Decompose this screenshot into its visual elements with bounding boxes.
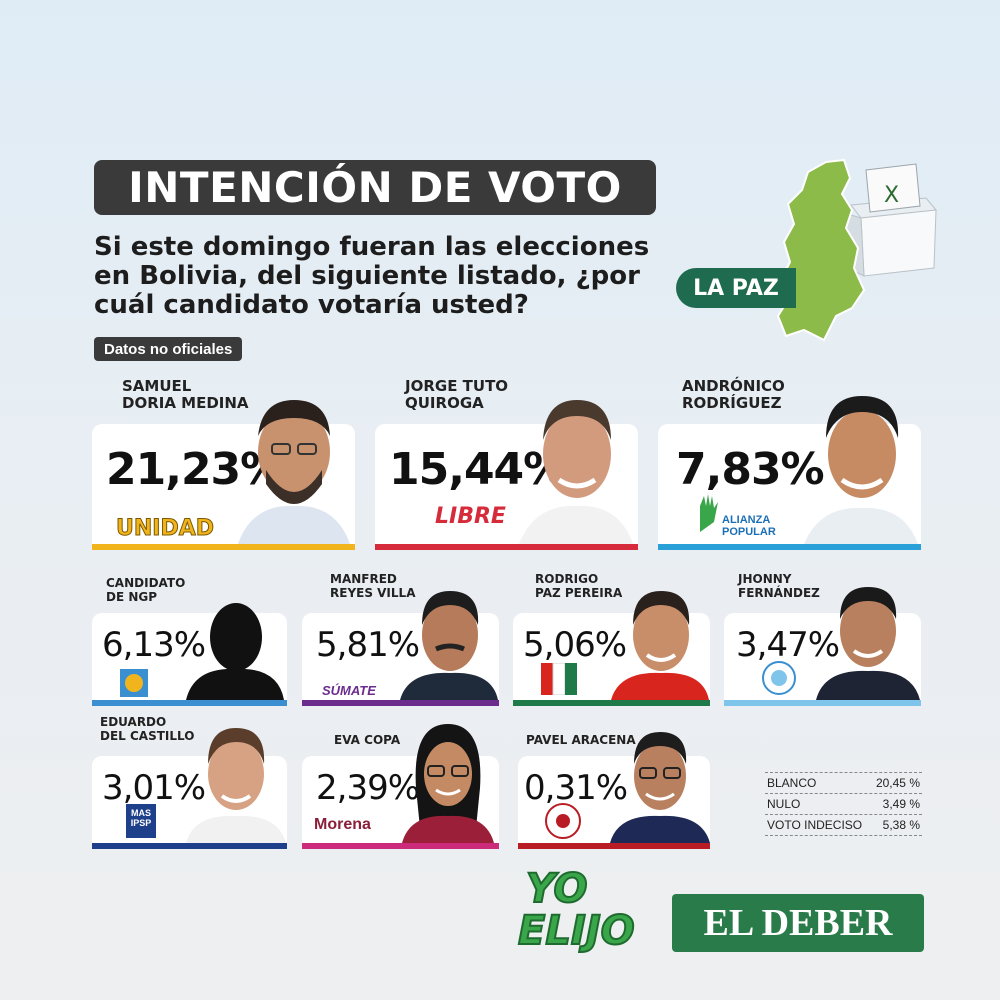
el-deber-logo: EL DEBER (672, 894, 924, 952)
party-color-bar (513, 700, 710, 706)
party-logo-morena: Morena (314, 816, 371, 833)
party-color-bar (302, 843, 499, 849)
candidate-first-name: MANFRED (330, 572, 397, 586)
party-color-bar (92, 700, 287, 706)
party-logo-libre: LIBRE (435, 504, 506, 529)
region-label: LA PAZ (676, 268, 796, 308)
other-result-row: VOTO INDECISO 5,38 % (765, 815, 922, 836)
party-color-bar (375, 544, 638, 550)
candidate-card: JORGE TUTO QUIROGA 15,44% LIBRE (375, 377, 638, 551)
candidate-portrait (400, 591, 498, 700)
candidate-first-name: EDUARDO (100, 715, 167, 729)
candidate-portrait (238, 400, 350, 544)
candidate-percent: 5,06% (523, 625, 627, 665)
candidate-last-name: DEL CASTILLO (100, 728, 195, 743)
candidate-card: ANDRÓNICO RODRÍGUEZ 7,83% ALIANZA POPULA… (658, 377, 921, 551)
candidate-portrait (611, 591, 709, 700)
candidate-first-name: RODRIGO (535, 572, 599, 586)
candidate-last-name: FERNÁNDEZ (738, 585, 820, 600)
candidate-card: RODRIGO PAZ PEREIRA 5,06% (513, 572, 710, 706)
pdc-logo-icon (541, 663, 577, 695)
candidate-percent: 5,81% (316, 625, 420, 665)
party-color-bar (92, 544, 355, 550)
candidate-first-name: ANDRÓNICO (682, 377, 785, 395)
candidate-first-name: CANDIDATO (106, 576, 186, 590)
svg-text:X: X (884, 183, 899, 208)
candidate-last-name: DE NGP (106, 589, 158, 604)
candidate-portrait (519, 400, 633, 544)
candidate-card: SAMUEL DORIA MEDINA 21,23% UNIDAD (92, 377, 355, 551)
party-logo-sumate: SÚMATE (322, 683, 376, 698)
candidate-percent: 7,83% (676, 444, 825, 495)
candidate-card: PAVEL ARACENA 0,31% (518, 716, 710, 849)
survey-question: Si este domingo fueran las elecciones en… (94, 232, 650, 320)
candidate-first-name: JORGE TUTO (405, 377, 509, 395)
candidate-card: MANFRED REYES VILLA 5,81% SÚMATE (302, 572, 499, 706)
libertad-y-progreso-logo-icon (545, 803, 581, 839)
candidate-last-name: DORIA MEDINA (122, 394, 249, 413)
candidate-last-name: QUIROGA (405, 394, 484, 413)
candidate-first-name: EVA COPA (334, 733, 401, 747)
candidate-card: CANDIDATO DE NGP 6,13% (92, 576, 287, 706)
candidate-portrait (610, 732, 710, 843)
fuerza-del-pueblo-logo-icon (762, 661, 796, 695)
party-color-bar (518, 843, 710, 849)
candidate-percent: 21,23% (106, 444, 284, 495)
other-results-table: BLANCO 20,45 % NULO 3,49 % VOTO INDECISO 5,… (765, 772, 922, 836)
la-paz-map-icon: X (776, 158, 937, 342)
candidate-portrait (186, 728, 286, 843)
candidate-portrait (804, 396, 918, 544)
candidate-last-name: PAZ PEREIRA (535, 585, 623, 600)
mas-ipsp-logo: MAS IPSP (126, 804, 156, 838)
silhouette-portrait (186, 603, 284, 700)
alianza-popular-hand-icon (700, 494, 718, 532)
candidate-percent: 3,01% (102, 768, 206, 808)
party-logo-unidad: UNIDAD (115, 516, 215, 542)
party-logo-alianza-popular: ALIANZA POPULAR (722, 514, 776, 538)
candidate-percent: 0,31% (524, 768, 628, 808)
candidate-card: EDUARDO DEL CASTILLO 3,01% MAS IPSP (92, 715, 287, 849)
candidate-percent: 2,39% (316, 768, 420, 808)
candidate-portrait (402, 724, 494, 843)
disclaimer-badge: Datos no oficiales (94, 337, 243, 361)
yo-elijo-logo: YO ELIJO (517, 865, 636, 955)
ngp-logo-icon (120, 669, 148, 697)
candidate-first-name: JHONNY (738, 572, 792, 586)
candidate-card: JHONNY FERNÁNDEZ 3,47% (724, 572, 921, 706)
party-color-bar (302, 700, 499, 706)
page-title: INTENCIÓN DE VOTO (94, 160, 656, 215)
candidate-first-name: SAMUEL (122, 377, 192, 395)
candidate-portrait (816, 587, 920, 700)
map-shape (776, 158, 866, 342)
candidate-percent: 6,13% (102, 625, 206, 665)
candidate-card: EVA COPA 2,39% Morena (302, 716, 499, 849)
party-color-bar (724, 700, 921, 706)
candidate-last-name: RODRÍGUEZ (682, 394, 782, 413)
party-color-bar (658, 544, 921, 550)
other-result-row: NULO 3,49 % (765, 794, 922, 815)
candidate-first-name: PAVEL ARACENA (526, 733, 636, 747)
party-color-bar (92, 843, 287, 849)
candidate-percent: 15,44% (389, 444, 567, 495)
other-result-row: BLANCO 20,45 % (765, 773, 922, 794)
candidate-last-name: REYES VILLA (330, 585, 416, 600)
candidate-percent: 3,47% (736, 625, 840, 665)
